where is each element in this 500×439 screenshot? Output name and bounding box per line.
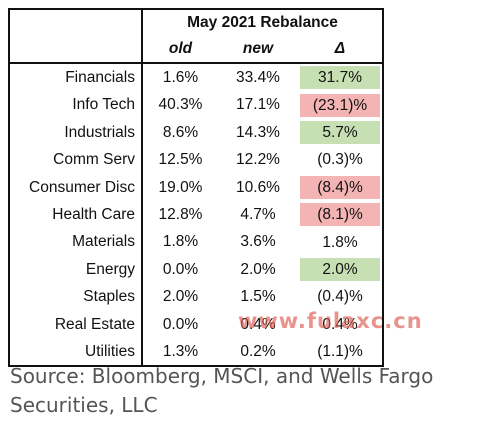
rebalance-table-container: May 2021 Rebalance old new Δ Financials 1… [8,8,385,368]
table-column-header-row: old new Δ [9,36,385,64]
new-weight-cell: 0.4% [240,315,276,333]
delta-value: (1.1)% [317,343,363,361]
table-row: Info Tech 40.3% 17.1% (23.1)% [8,91,385,119]
new-weight-cell: 12.2% [236,151,280,169]
watermark-text: www.fulaxc.cn [238,309,423,333]
delta-cell: 5.7% [298,118,385,147]
table-row: Consumer Disc 19.0% 10.6% (8.4)% [8,173,385,201]
column-header-old: old [141,36,218,64]
source-note: Source: Bloomberg, MSCI, and Wells Fargo… [10,362,498,420]
delta-cell: (1.1)% [298,337,385,368]
sector-name-cell: Comm Serv [8,146,143,174]
sector-name-cell: Financials [8,63,143,92]
delta-cell: 2.0% [298,255,385,284]
sector-name-cell: Energy [8,255,143,284]
source-line-2: Securities, LLC [10,393,158,417]
new-weight-cell: 2.0% [240,260,276,278]
old-weight-cell: 2.0% [162,288,199,306]
old-weight-cell: 12.5% [158,151,203,169]
old-weight-cell: 8.6% [162,123,199,141]
table-body: Financials 1.6% 33.4% 31.7% Info Tech 40.3% 17… [8,63,385,368]
table-row: Materials 1.8% 3.6% 1.8% [8,228,385,256]
column-header-delta: Δ [298,36,385,64]
sector-name-cell: Real Estate [8,310,143,338]
delta-value-negative-highlight: (8.4)% [300,175,381,199]
new-weight-cell: 4.7% [240,205,276,223]
table-row: Comm Serv 12.5% 12.2% (0.3)% [8,146,385,174]
table-row: Financials 1.6% 33.4% 31.7% [8,63,385,92]
new-weight-cell: 1.5% [240,288,276,306]
delta-cell: (23.1)% [298,91,385,119]
old-weight-cell: 12.8% [158,205,203,223]
delta-cell: 1.8% [298,228,385,256]
new-weight-cell: 17.1% [236,96,280,114]
source-line-1: Source: Bloomberg, MSCI, and Wells Fargo [10,364,434,388]
delta-cell: 0.4% [298,310,385,338]
sector-name-cell: Materials [8,228,143,256]
new-weight-cell: 14.3% [236,123,280,141]
sector-name-cell: Industrials [8,118,143,147]
sector-name-cell: Consumer Disc [8,173,143,201]
old-weight-cell: 0.0% [162,315,199,333]
delta-cell: (8.4)% [298,173,385,201]
sector-name-cell: Health Care [8,200,143,229]
old-weight-cell: 1.8% [162,233,199,251]
delta-value-negative-highlight: (8.1)% [300,203,381,227]
delta-value: (0.3)% [317,151,363,169]
delta-value: 1.8% [322,233,358,251]
old-weight-cell: 40.3% [158,96,203,114]
new-weight-cell: 10.6% [236,178,280,196]
table-title-row: May 2021 Rebalance [8,8,385,64]
column-header-new: new [218,36,298,64]
table-title: May 2021 Rebalance [140,8,385,36]
sector-name-cell: Staples [8,283,143,311]
delta-cell: 31.7% [298,63,385,92]
new-weight-cell: 3.6% [240,233,276,251]
delta-value-positive-highlight: 31.7% [300,66,381,90]
table-row: Real Estate 0.0% 0.4% 0.4% [8,310,385,338]
table-row: Health Care 12.8% 4.7% (8.1)% [8,200,385,229]
delta-value: (0.4)% [317,288,363,306]
old-weight-cell: 19.0% [158,178,203,196]
table-row: Industrials 8.6% 14.3% 5.7% [8,118,385,147]
table-row: Utilities 1.3% 0.2% (1.1)% [8,337,385,368]
old-weight-cell: 1.6% [162,68,199,86]
new-weight-cell: 0.2% [218,337,298,368]
delta-cell: (0.4)% [298,283,385,311]
delta-value-negative-highlight: (23.1)% [300,93,381,117]
delta-value-positive-highlight: 5.7% [300,120,381,144]
old-weight-cell: 1.3% [142,337,218,368]
table-row: Staples 2.0% 1.5% (0.4)% [8,283,385,311]
delta-value-positive-highlight: 2.0% [300,257,381,281]
delta-cell: (0.3)% [298,146,385,174]
table-row: Energy 0.0% 2.0% 2.0% [8,255,385,284]
header-blank-cell [8,8,142,64]
delta-cell: (8.1)% [298,200,385,229]
delta-value: 0.4% [322,315,358,333]
old-weight-cell: 0.0% [162,260,199,278]
rebalance-table: May 2021 Rebalance old new Δ Financials 1… [8,8,385,368]
sector-name-cell: Utilities [8,337,143,368]
sector-name-cell: Info Tech [8,91,143,119]
new-weight-cell: 33.4% [236,68,280,86]
